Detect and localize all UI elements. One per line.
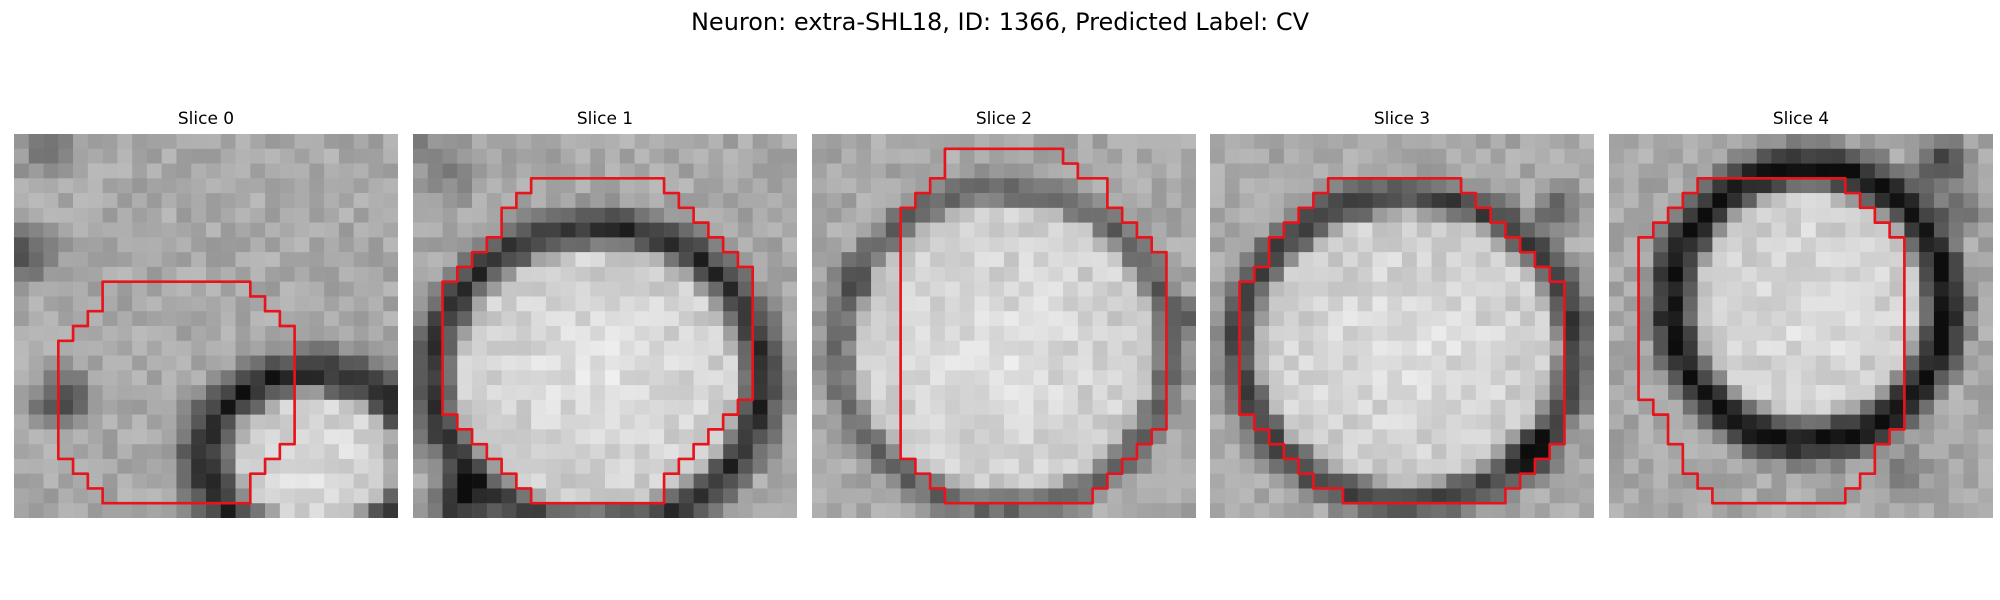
slice-title: Slice 2 — [975, 109, 1033, 129]
neuron-outline — [899, 147, 1168, 505]
slice-image — [1210, 134, 1594, 518]
slice-title: Slice 4 — [1772, 109, 1830, 129]
figure-title: Neuron: extra-SHL18, ID: 1366, Predicted… — [690, 8, 1310, 36]
slice-image — [413, 134, 797, 518]
slice-image — [812, 134, 1196, 518]
neuron-outline — [1637, 176, 1906, 505]
slice-pixels — [1210, 134, 1594, 518]
slice-pixels — [812, 134, 1196, 518]
slice-pixels — [1609, 134, 1993, 518]
slice-title: Slice 1 — [576, 109, 634, 129]
slice-pixels — [14, 134, 398, 518]
slice-title: Slice 0 — [177, 109, 235, 129]
neuron-outline — [1238, 176, 1566, 505]
neuron-outline — [56, 280, 296, 505]
slice-image — [14, 134, 398, 518]
slice-image — [1609, 134, 1993, 518]
neuron-outline — [441, 176, 755, 505]
slice-title: Slice 3 — [1373, 109, 1431, 129]
slice-pixels — [413, 134, 797, 518]
